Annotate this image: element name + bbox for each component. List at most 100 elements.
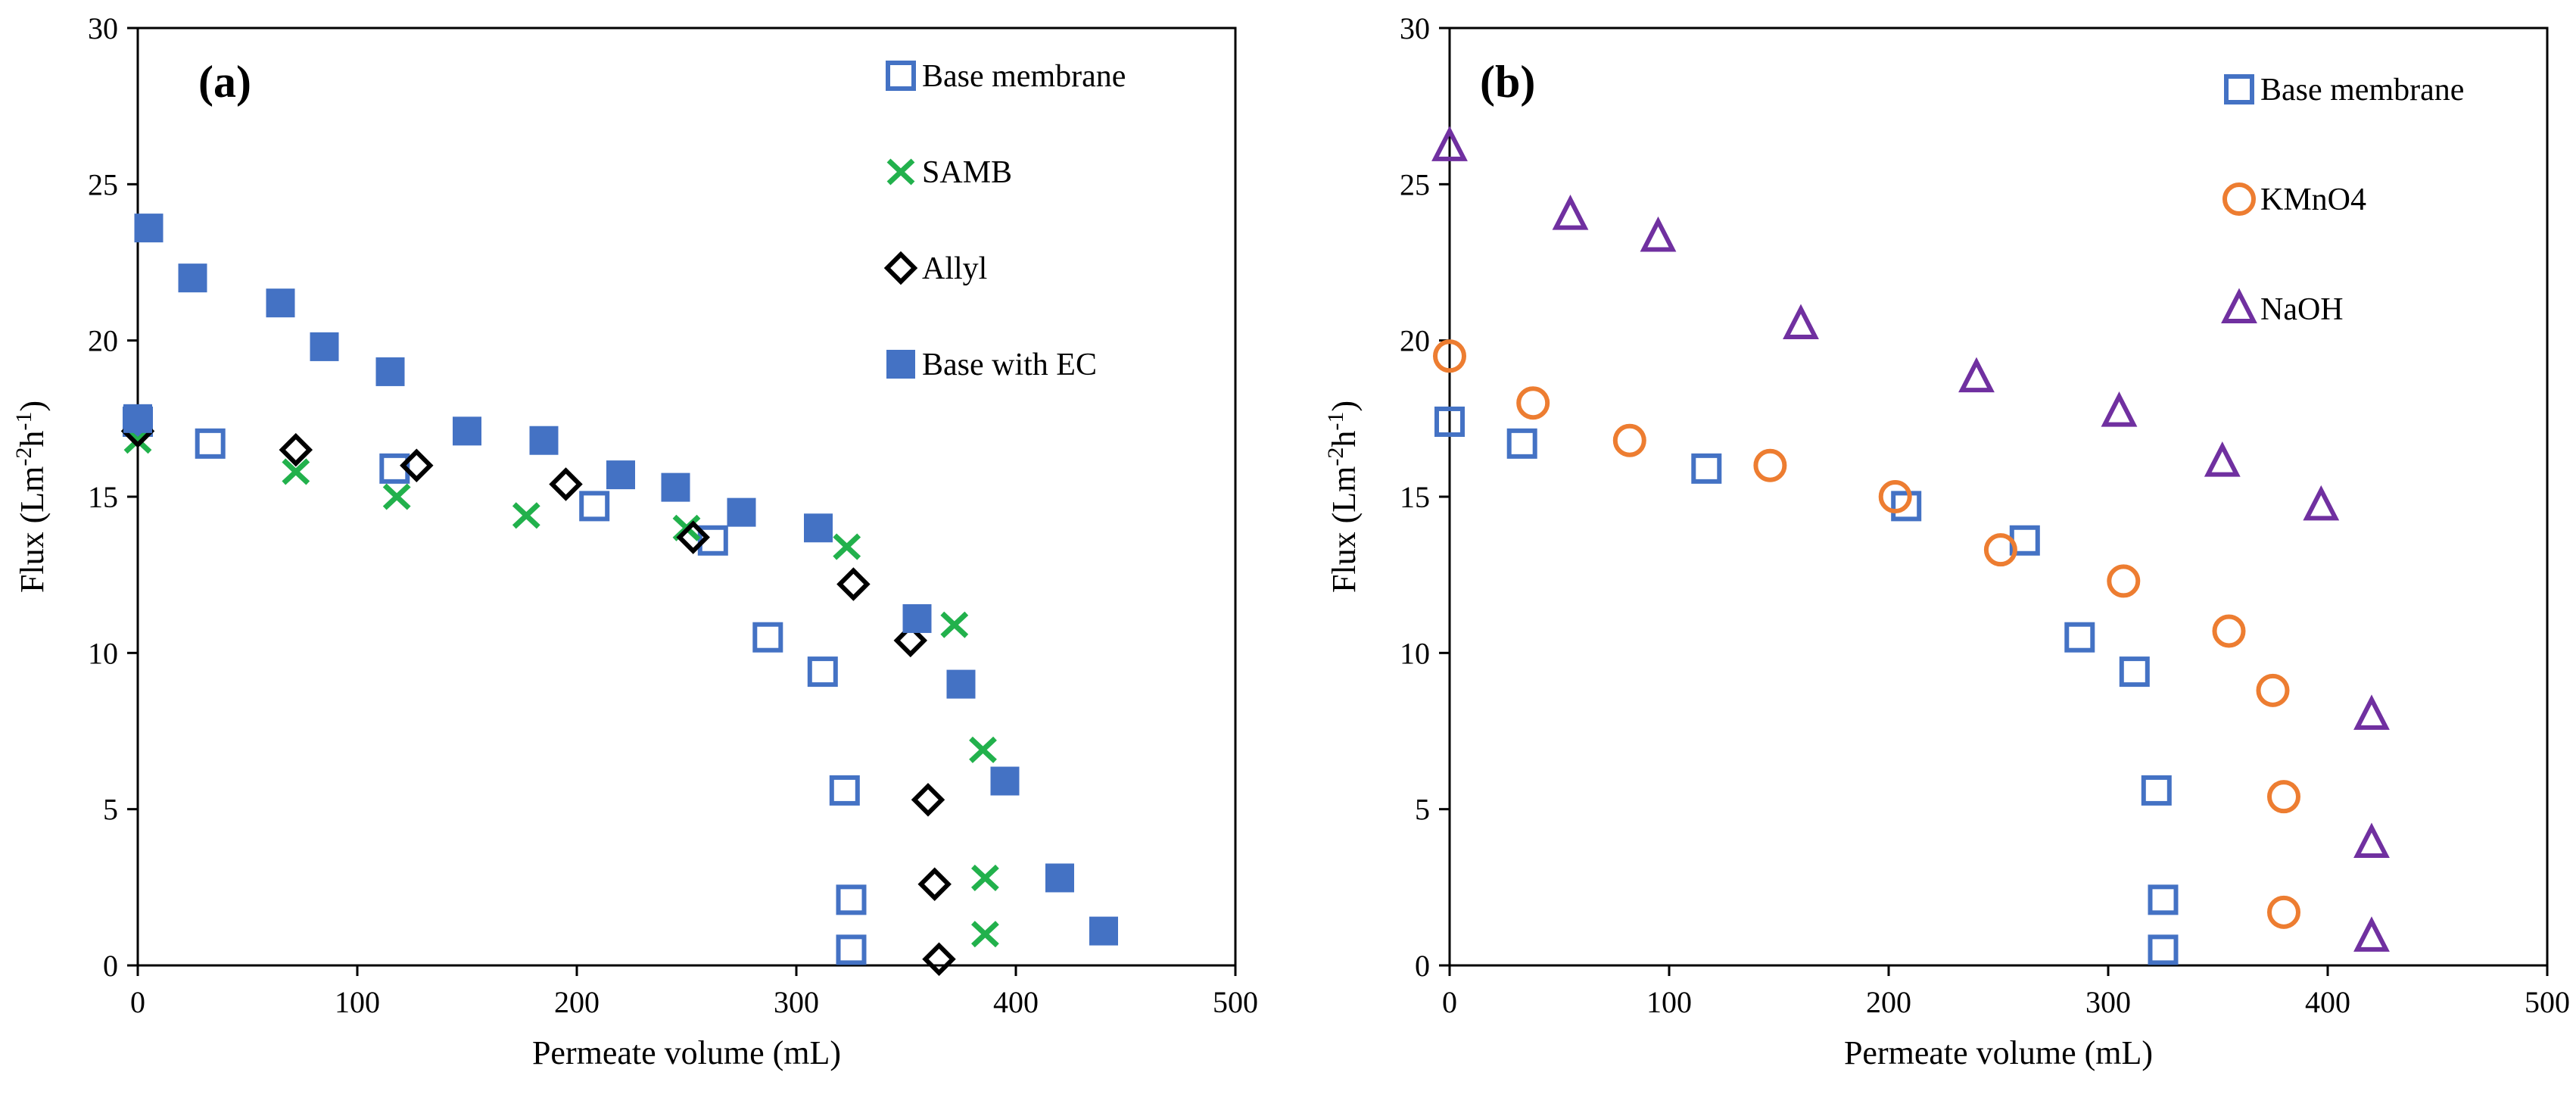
chart-b-y-axis-title-part: h: [1325, 431, 1363, 447]
chart-a-y-axis-title-part: -1: [11, 412, 36, 431]
chart-a-data-point: [902, 603, 932, 633]
chart-b-legend-marker: [2222, 182, 2256, 216]
chart-a-series-base-with-ec: [123, 214, 1118, 946]
chart-a-data-point: [1089, 916, 1118, 946]
chart-a-data-point: [549, 467, 583, 501]
chart-b-series-base-membrane: [1434, 406, 2179, 965]
chart-b-x-tick-label: 0: [1442, 985, 1457, 1019]
chart-a-legend-marker: [886, 350, 915, 379]
chart-a-x-tick-label: 200: [554, 985, 600, 1019]
chart-b-data-point: [2256, 673, 2290, 707]
chart-a-data-point: [807, 656, 838, 688]
chart-a-data-point: [833, 533, 861, 560]
chart-b-plot-frame: [1448, 27, 2549, 967]
chart-b-data-point: [2119, 656, 2150, 688]
chart-a-legend-item: Allyl: [883, 251, 987, 286]
chart-a-legend-marker: [883, 251, 918, 285]
chart-b-svg: 0 100 200 300 400 500 0 5 10 15 20 25 30 Permeate vol…: [1323, 11, 2570, 1071]
chart-b-data-point: [1878, 480, 1912, 513]
chart-a-legend-label: Base with EC: [922, 348, 1097, 382]
chart-a-data-point: [917, 867, 952, 901]
chart-a-data-point: [804, 513, 833, 543]
chart-a-data-point: [990, 766, 1020, 796]
chart-a-x-tick-label: 0: [130, 985, 145, 1019]
chart-b-y-tick-label: 30: [1400, 11, 1430, 45]
chart-b-data-point: [2064, 622, 2095, 653]
chart-b-legend-item: NaOH: [2221, 288, 2344, 327]
chart-a-legend-item: Base membrane: [886, 59, 1126, 94]
chart-b-data-point: [1433, 339, 1466, 373]
chart-a-y-axis-title-part: ): [14, 401, 51, 412]
chart-a-y-axis-title: Flux (Lm-2h-1): [11, 401, 51, 593]
chart-a-y-tick-label: 10: [88, 636, 118, 670]
chart-a-data-point: [453, 416, 481, 446]
chart-a-y-axis-title-part: -2: [11, 447, 36, 466]
chart-b-data-point: [1612, 423, 1646, 457]
chart-a-data-point: [971, 921, 999, 948]
chart-b-x-tick-label: 500: [2525, 985, 2570, 1019]
chart-a-legend-label: Allyl: [922, 251, 987, 286]
chart-a-data-point: [676, 520, 710, 554]
chart-b-y-axis-title-part: Flux (Lm: [1325, 466, 1363, 593]
chart-a-series-samb: [123, 427, 999, 948]
chart-a-x-tick-label: 400: [993, 985, 1039, 1019]
chart-b-data-point: [1691, 453, 1722, 484]
chart-a-data-point: [893, 623, 928, 658]
chart-a-panel-label: (a): [198, 57, 251, 107]
chart-b-data-point: [1753, 448, 1787, 482]
chart-b-data-point: [1783, 304, 1819, 340]
chart-b-data-point: [2267, 895, 2300, 929]
chart-a-data-point: [310, 332, 339, 361]
chart-b-legend-marker: [2221, 288, 2257, 323]
chart-a-data-point: [606, 460, 635, 490]
chart-a-data-point: [279, 432, 313, 467]
chart-a-data-point: [836, 567, 871, 601]
chart-a-data-point: [266, 288, 295, 318]
chart-a-y-axis-title-part: h: [14, 431, 51, 447]
chart-b-series-naoh: [1431, 126, 2390, 952]
chart-b-panel-label: (b): [1480, 57, 1535, 107]
chart-b-legend-label: NaOH: [2260, 292, 2344, 327]
chart-b-data-point: [2303, 485, 2340, 521]
chart-a-data-point: [400, 448, 434, 482]
chart-b-legend-item: Base membrane: [2224, 73, 2464, 108]
chart-a-x-axis-title: Permeate volume (mL): [532, 1034, 841, 1071]
chart-b-data-point: [1891, 491, 1922, 522]
chart-panel-a: 0 100 200 300 400 500 0 5 10 15 20 25 30 Permeate vol…: [0, 0, 1287, 1103]
chart-b-x-tick-label: 200: [1866, 985, 1911, 1019]
chart-a-x-tick-label: 300: [774, 985, 819, 1019]
chart-a-data-point: [123, 404, 152, 433]
chart-b-data-point: [2353, 822, 2390, 859]
chart-a-data-point: [282, 458, 310, 485]
chart-a-y-tick-label: 25: [88, 167, 118, 201]
chart-b-x-tick-label: 300: [2085, 985, 2131, 1019]
chart-b-y-tick-label: 5: [1415, 793, 1430, 827]
chart-a-data-point: [829, 775, 860, 806]
chart-b-legend-label: KMnO4: [2260, 182, 2366, 217]
chart-a-data-point: [195, 428, 226, 459]
chart-a-data-point: [727, 497, 756, 527]
chart-a-x-tick-label: 500: [1213, 985, 1258, 1019]
chart-b-data-point: [1431, 126, 1468, 161]
chart-a-data-point: [375, 357, 405, 386]
chart-a-x-tick-label: 100: [335, 985, 380, 1019]
chart-a-data-point: [946, 669, 976, 699]
chart-a-data-point: [969, 736, 997, 763]
chart-a-legend-label: SAMB: [922, 155, 1012, 190]
chart-b-data-point: [2267, 780, 2300, 814]
chart-a-data-point: [940, 611, 969, 638]
chart-b-data-point: [1552, 195, 1589, 230]
chart-b-data-point: [2148, 934, 2179, 965]
chart-a-legend-item: Base with EC: [886, 348, 1097, 382]
chart-a-legend-item: SAMB: [886, 155, 1012, 190]
chart-b-x-tick-label: 400: [2305, 985, 2350, 1019]
chart-a-data-point: [752, 622, 783, 653]
chart-a-data-point: [178, 263, 207, 293]
chart-b-data-point: [1516, 386, 1550, 420]
chart-a-data-point: [512, 502, 540, 529]
chart-a-legend-marker: [886, 158, 915, 186]
chart-b-data-point: [2101, 391, 2138, 427]
chart-b-data-point: [1506, 428, 1537, 459]
chart-a-y-tick-label: 0: [103, 949, 118, 983]
chart-b-legend-item: KMnO4: [2222, 182, 2366, 217]
